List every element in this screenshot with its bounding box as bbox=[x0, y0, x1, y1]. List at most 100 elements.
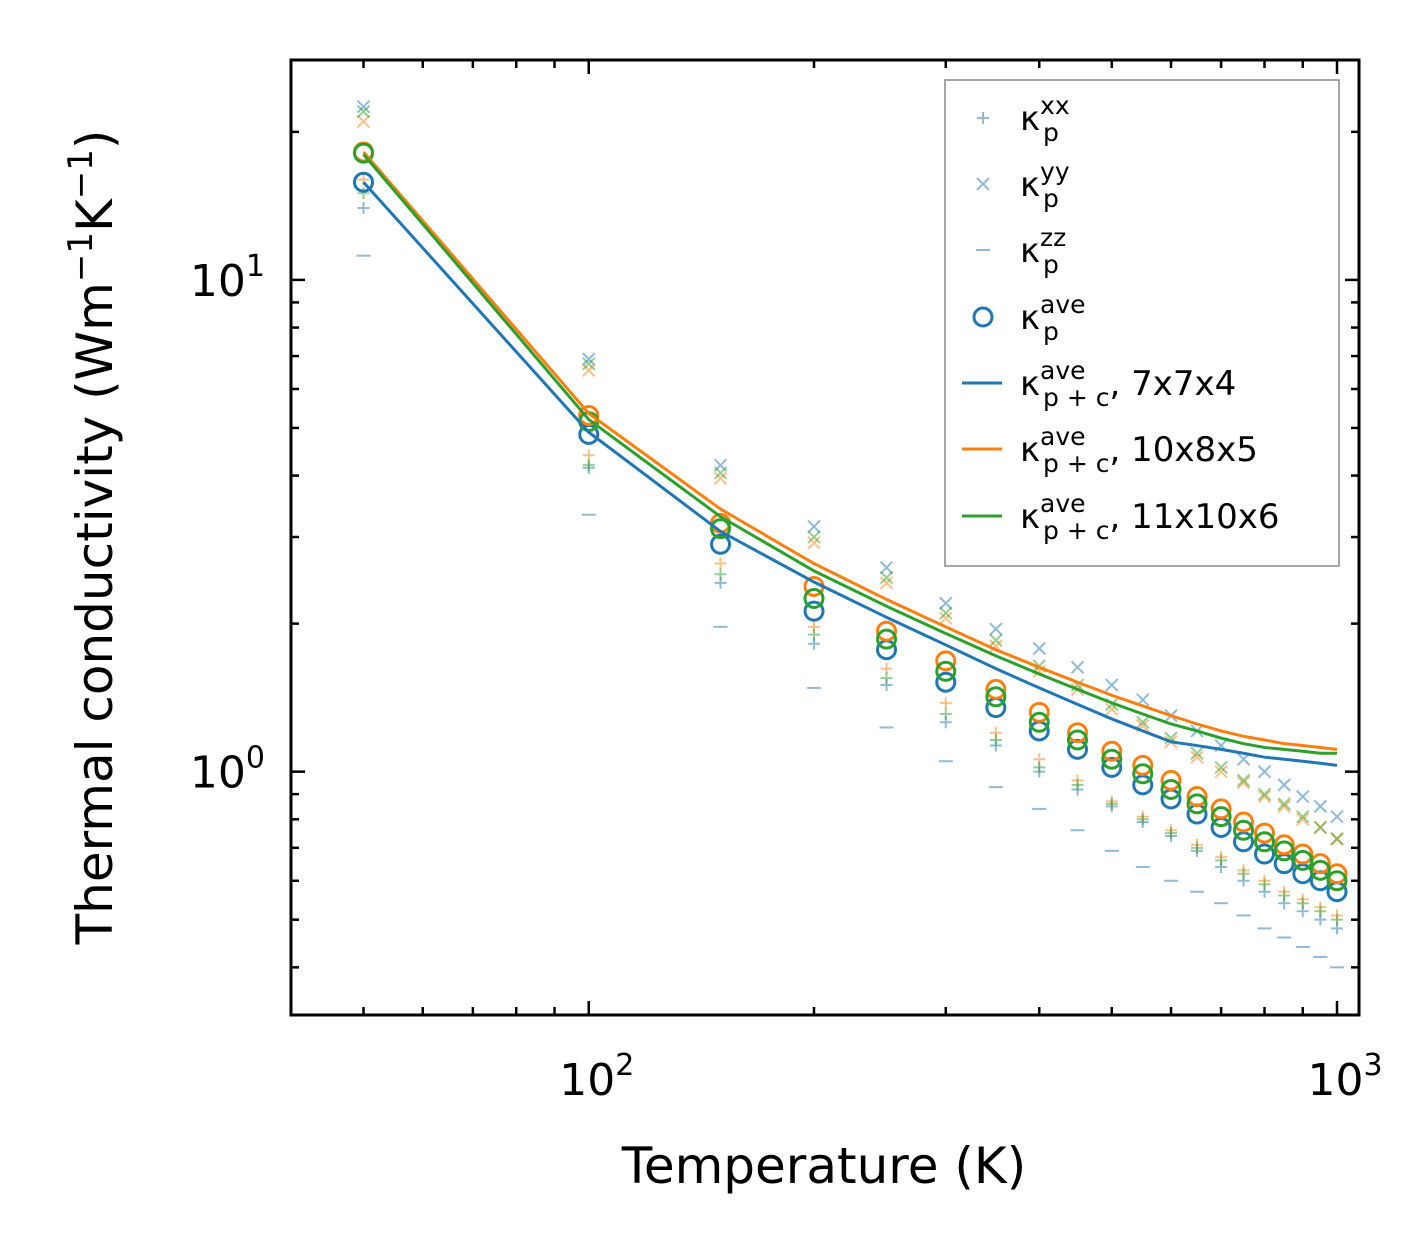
data-point-cross bbox=[356, 99, 371, 114]
data-point-cross bbox=[1214, 764, 1228, 779]
data-point-plus bbox=[1215, 854, 1228, 867]
data-point-circle bbox=[1273, 840, 1295, 862]
data-point-circle bbox=[1292, 849, 1314, 871]
data-point-plus bbox=[1296, 897, 1309, 910]
data-point-circle bbox=[803, 600, 825, 622]
data-point-plus bbox=[989, 733, 1002, 746]
data-point-cross bbox=[1330, 832, 1344, 846]
data-point-circle bbox=[1233, 819, 1255, 841]
data-point-cross bbox=[807, 536, 821, 550]
data-point-circle bbox=[353, 142, 375, 164]
y-tick-label: 100 bbox=[190, 741, 265, 799]
data-point-cross bbox=[1214, 760, 1228, 775]
data-point-plus bbox=[808, 628, 821, 641]
data-point-cross bbox=[582, 357, 596, 371]
data-point-circle bbox=[1254, 843, 1276, 865]
data-point-circle bbox=[985, 678, 1007, 700]
data-point-cross bbox=[713, 466, 728, 480]
data-point-circle bbox=[1326, 870, 1348, 892]
legend-marker-cross bbox=[976, 177, 990, 191]
legend-label: κzz p bbox=[1020, 223, 1066, 279]
data-point-circle bbox=[876, 620, 898, 642]
data-point-circle bbox=[1028, 701, 1050, 723]
x-tick-label: 103 bbox=[1307, 1048, 1382, 1106]
data-point-cross bbox=[879, 570, 894, 585]
data-point-cross bbox=[1190, 746, 1204, 760]
data-point-cross bbox=[1277, 799, 1291, 814]
legend-entry: κzz p bbox=[976, 223, 1066, 279]
data-point-cross bbox=[1236, 775, 1251, 790]
legend-entry: κave p + c, 11x10x6 bbox=[962, 489, 1280, 545]
data-point-cross bbox=[939, 611, 953, 626]
data-point-cross bbox=[1277, 778, 1291, 792]
data-point-circle bbox=[1101, 748, 1123, 770]
legend-label: κave p + c, 11x10x6 bbox=[1020, 489, 1280, 545]
axes: 102 103 100 101 bbox=[190, 58, 1383, 1106]
data-point-cross bbox=[1236, 773, 1251, 788]
data-point-circle bbox=[1132, 763, 1154, 785]
legend-label: κave p + c, 7x7x4 bbox=[1020, 356, 1236, 412]
data-point-cross bbox=[1296, 812, 1310, 827]
data-point-cross bbox=[1032, 641, 1046, 656]
data-point-circle bbox=[1210, 806, 1232, 828]
legend-label: κave p bbox=[1020, 290, 1086, 346]
data-point-plus bbox=[714, 568, 727, 581]
x-tick-label: 102 bbox=[559, 1048, 634, 1106]
data-point-circle bbox=[1186, 786, 1208, 808]
data-point-plus bbox=[582, 459, 595, 472]
data-point-plus bbox=[880, 672, 893, 685]
data-point-cross bbox=[939, 606, 953, 620]
data-point-cross bbox=[582, 363, 596, 377]
data-point-cross bbox=[939, 596, 953, 610]
data-point-cross bbox=[1070, 660, 1085, 675]
data-point-circle bbox=[1186, 793, 1208, 815]
data-point-plus bbox=[357, 202, 370, 215]
data-point-cross bbox=[879, 560, 894, 575]
series-line bbox=[362, 181, 1338, 767]
x-axis-label: Temperature (K) bbox=[621, 1137, 1026, 1195]
data-point-cross bbox=[582, 352, 596, 366]
data-point-plus bbox=[1136, 813, 1149, 826]
legend-label: κyy p bbox=[1020, 157, 1070, 213]
data-point-cross bbox=[1257, 787, 1272, 801]
data-point-cross bbox=[356, 114, 371, 129]
data-point-plus bbox=[1314, 905, 1327, 918]
data-point-circle bbox=[985, 686, 1007, 708]
legend-label: κxx p bbox=[1020, 91, 1070, 147]
data-point-circle bbox=[1210, 798, 1232, 820]
data-point-cross bbox=[1257, 764, 1272, 779]
data-point-plus bbox=[1237, 867, 1250, 880]
data-point-circle bbox=[1132, 754, 1154, 776]
data-point-cross bbox=[1277, 797, 1291, 811]
data-point-circle bbox=[1233, 831, 1255, 853]
data-point-plus bbox=[357, 187, 370, 200]
legend-entry: κyy p bbox=[976, 157, 1070, 213]
data-point-circle bbox=[1254, 822, 1276, 844]
legend-marker-plus bbox=[977, 112, 989, 124]
data-point-circle bbox=[803, 587, 825, 609]
data-point-cross bbox=[879, 576, 894, 590]
data-point-plus bbox=[1331, 913, 1344, 926]
data-point-circle bbox=[935, 671, 957, 693]
y-tick-label: 101 bbox=[190, 249, 265, 307]
data-point-cross bbox=[1296, 809, 1310, 824]
legend-label: κave p + c, 10x8x5 bbox=[1020, 422, 1258, 478]
data-point-circle bbox=[1028, 711, 1050, 733]
data-point-cross bbox=[989, 622, 1003, 636]
data-point-circle bbox=[1309, 859, 1331, 881]
data-point-cross bbox=[989, 633, 1003, 647]
data-point-cross bbox=[1190, 750, 1204, 764]
data-point-circle bbox=[578, 404, 600, 426]
data-point-cross bbox=[1257, 789, 1272, 804]
data-point-circle bbox=[1160, 778, 1182, 800]
data-point-circle bbox=[1101, 756, 1123, 778]
plot-area bbox=[353, 99, 1348, 969]
data-point-circle bbox=[710, 533, 732, 555]
data-point-circle bbox=[876, 628, 898, 650]
data-point-circle bbox=[1067, 722, 1089, 744]
data-point-circle bbox=[710, 518, 732, 540]
data-point-circle bbox=[1160, 769, 1182, 791]
data-point-circle bbox=[1101, 740, 1123, 762]
series-line bbox=[362, 153, 1338, 755]
